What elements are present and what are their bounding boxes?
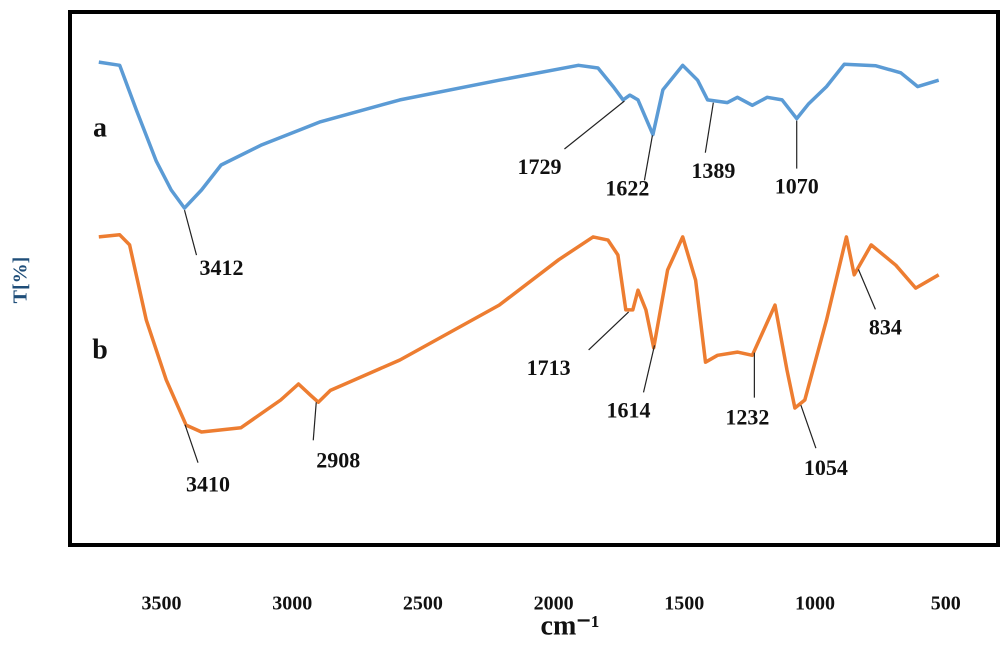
peak-label: 1232 <box>725 405 769 430</box>
peak-label: 3410 <box>186 472 230 497</box>
y-axis-label: T[%] <box>10 257 32 304</box>
peak-label: 2908 <box>316 447 360 472</box>
x-tick-label: 1500 <box>664 593 704 615</box>
x-tick-label: 3000 <box>272 593 312 615</box>
peak-leader <box>184 424 199 463</box>
peak-leader <box>857 269 876 310</box>
x-tick-label: 2500 <box>403 593 443 615</box>
x-tick-label: 3500 <box>141 593 181 615</box>
peak-label: 1713 <box>527 355 571 380</box>
x-axis-label: cm⁻¹ <box>541 610 600 641</box>
peak-leader <box>800 404 817 449</box>
x-tick-label: 1000 <box>795 593 835 615</box>
peak-label: 1622 <box>605 175 649 200</box>
peak-label: 1054 <box>804 455 848 480</box>
peak-leader <box>312 402 317 441</box>
series-line <box>98 60 940 210</box>
x-tick-label: 500 <box>931 593 961 615</box>
series-label: a <box>93 112 107 143</box>
peak-label: 1614 <box>607 397 651 422</box>
peak-leader <box>643 135 654 181</box>
plot-frame <box>68 10 1000 547</box>
peak-leader <box>642 345 656 393</box>
peak-label: 1729 <box>517 154 561 179</box>
peak-label: 1070 <box>775 174 819 199</box>
peak-label: 834 <box>869 314 902 339</box>
x-tick-label: 2000 <box>534 593 574 615</box>
series-label: b <box>92 334 108 365</box>
peak-label: 1389 <box>691 158 735 183</box>
series-line <box>98 233 940 434</box>
peak-leader <box>564 100 625 150</box>
peak-leader <box>588 311 630 351</box>
peak-leader <box>183 209 198 256</box>
peak-label: 3412 <box>199 255 243 280</box>
peak-leader <box>704 102 714 153</box>
